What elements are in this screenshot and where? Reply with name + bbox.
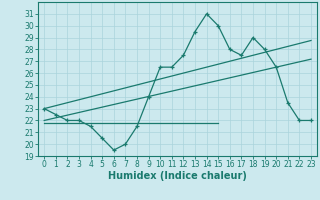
X-axis label: Humidex (Indice chaleur): Humidex (Indice chaleur)	[108, 171, 247, 181]
